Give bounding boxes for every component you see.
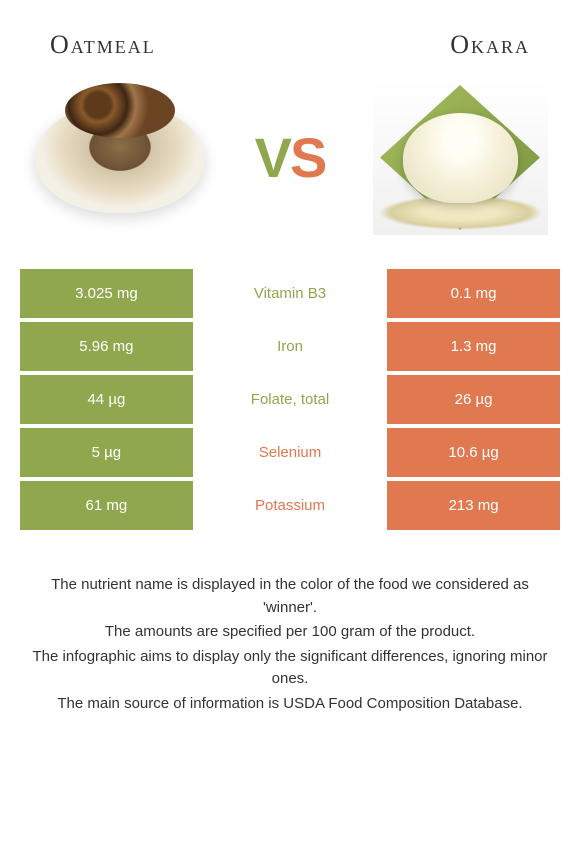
left-value-cell: 5.96 mg <box>20 322 193 371</box>
left-value-cell: 44 µg <box>20 375 193 424</box>
footnote-1: The nutrient name is displayed in the co… <box>30 574 550 619</box>
table-row: 3.025 mgVitamin B30.1 mg <box>20 269 560 318</box>
table-row: 5.96 mgIron1.3 mg <box>20 322 560 371</box>
okara-plate-icon <box>373 80 548 235</box>
right-value-cell: 10.6 µg <box>387 428 560 477</box>
right-value-cell: 26 µg <box>387 375 560 424</box>
right-value-cell: 213 mg <box>387 481 560 530</box>
vs-s-letter: S <box>290 126 325 189</box>
nutrient-table: 3.025 mgVitamin B30.1 mg5.96 mgIron1.3 m… <box>20 265 560 534</box>
footnote-4: The main source of information is USDA F… <box>30 693 550 716</box>
oatmeal-bowl-icon <box>35 103 205 213</box>
table-row: 44 µgFolate, total26 µg <box>20 375 560 424</box>
header: Oatmeal Okara <box>20 20 560 80</box>
nutrient-name-cell: Iron <box>193 322 387 371</box>
nutrient-name-cell: Potassium <box>193 481 387 530</box>
nutrient-name-cell: Selenium <box>193 428 387 477</box>
footnotes: The nutrient name is displayed in the co… <box>20 574 560 715</box>
okara-image <box>370 80 550 235</box>
left-value-cell: 3.025 mg <box>20 269 193 318</box>
table-body: 3.025 mgVitamin B30.1 mg5.96 mgIron1.3 m… <box>20 269 560 530</box>
right-food-title: Okara <box>450 30 530 60</box>
oatmeal-image <box>30 80 210 235</box>
images-row: VS <box>20 80 560 265</box>
table-row: 61 mgPotassium213 mg <box>20 481 560 530</box>
right-value-cell: 0.1 mg <box>387 269 560 318</box>
vs-badge: VS <box>255 125 326 190</box>
footnote-2: The amounts are specified per 100 gram o… <box>30 621 550 644</box>
right-value-cell: 1.3 mg <box>387 322 560 371</box>
nutrient-name-cell: Folate, total <box>193 375 387 424</box>
left-value-cell: 61 mg <box>20 481 193 530</box>
table-row: 5 µgSelenium10.6 µg <box>20 428 560 477</box>
left-food-title: Oatmeal <box>50 30 156 60</box>
left-value-cell: 5 µg <box>20 428 193 477</box>
footnote-3: The infographic aims to display only the… <box>30 646 550 691</box>
nutrient-name-cell: Vitamin B3 <box>193 269 387 318</box>
vs-v-letter: V <box>255 126 290 189</box>
